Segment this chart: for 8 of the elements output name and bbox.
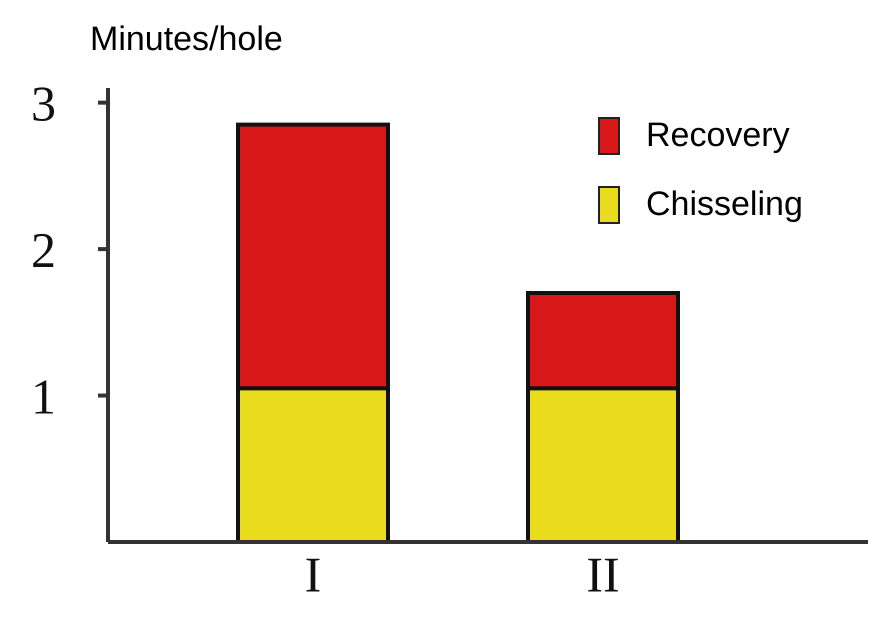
y-axis-title: Minutes/hole: [90, 20, 283, 59]
x-tick-label: I: [304, 546, 322, 602]
legend-label: Chisseling: [646, 185, 803, 224]
y-tick-label: 3: [31, 75, 56, 132]
legend-label: Recovery: [646, 116, 790, 155]
x-tick-label: II: [586, 546, 620, 602]
y-tick-label: 1: [31, 368, 56, 424]
y-tick-label: 2: [31, 222, 56, 278]
